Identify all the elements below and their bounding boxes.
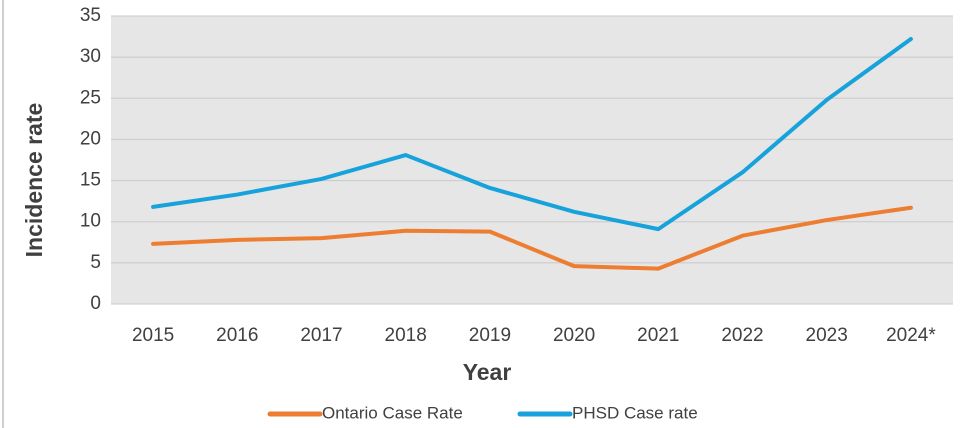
line-series	[151, 37, 913, 232]
y-tick-label: 0	[90, 293, 101, 314]
x-tick-label: 2018	[385, 325, 427, 346]
y-tick-label: 30	[80, 46, 101, 67]
y-tick-label: 15	[80, 170, 101, 191]
x-axis-label: Year	[463, 359, 512, 385]
y-tick-label: 20	[80, 128, 101, 149]
x-tick-label: 2023	[806, 325, 848, 346]
x-tick-label: 2015	[132, 325, 174, 346]
legend-label: PHSD Case rate	[572, 403, 698, 422]
y-tick-label: 35	[80, 5, 101, 26]
x-tick-label: 2020	[553, 325, 595, 346]
x-tick-label: 2021	[637, 325, 679, 346]
line-series	[151, 205, 913, 271]
plot-area	[111, 16, 953, 304]
y-tick-label: 5	[90, 252, 101, 273]
y-tick-label: 10	[80, 211, 101, 232]
x-tick-label: 2019	[469, 325, 511, 346]
x-tick-label: 2024*	[886, 325, 936, 346]
x-tick-label: 2017	[300, 325, 342, 346]
x-tick-label: 2016	[216, 325, 258, 346]
legend-label: Ontario Case Rate	[322, 403, 463, 422]
y-tick-label: 25	[80, 87, 101, 108]
y-axis-label: Incidence rate	[21, 103, 47, 258]
x-tick-label: 2022	[721, 325, 763, 346]
